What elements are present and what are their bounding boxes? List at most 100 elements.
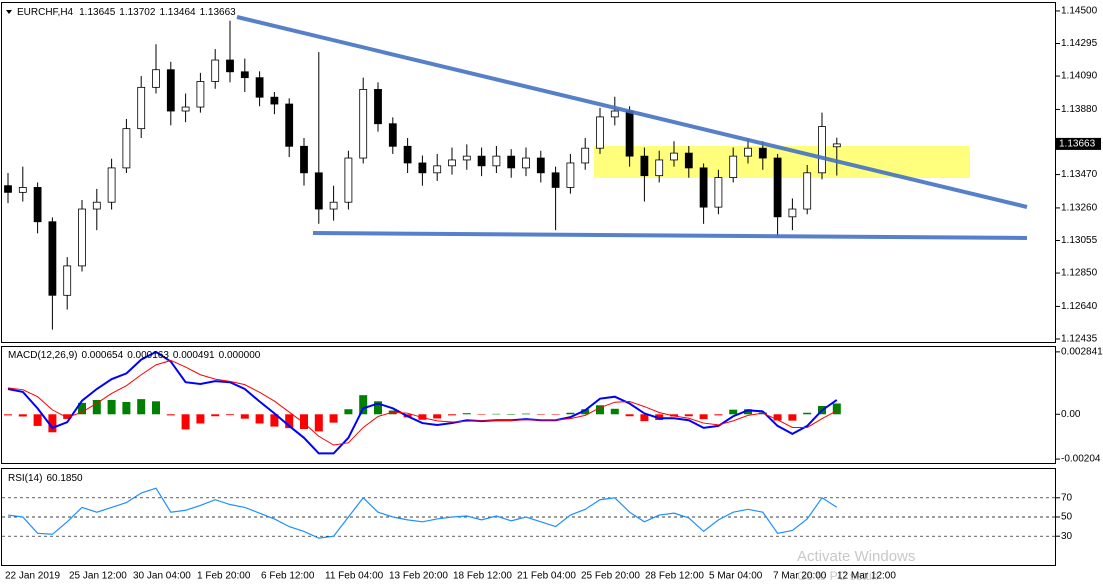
x-tick-label: 12 Mar 12:00 bbox=[837, 571, 896, 582]
histogram-bar bbox=[152, 401, 160, 415]
histogram-bar bbox=[196, 414, 205, 424]
candle-body bbox=[181, 106, 190, 112]
candle-body bbox=[581, 147, 590, 164]
x-tick-label: 13 Feb 20:00 bbox=[389, 571, 448, 582]
y-tick-label: 1.13880 bbox=[1061, 104, 1098, 115]
histogram-bar bbox=[92, 400, 101, 415]
candle-body bbox=[610, 110, 619, 118]
y-tick-label: 1.14090 bbox=[1061, 71, 1098, 82]
histogram-bar bbox=[596, 405, 604, 415]
histogram-bar bbox=[344, 409, 353, 415]
symbol: EURCHF,H4 bbox=[17, 7, 74, 18]
candle-body bbox=[211, 59, 220, 82]
histogram-bar bbox=[625, 414, 634, 417]
histogram-bar bbox=[374, 401, 382, 415]
extra-value: 0.000000 bbox=[219, 350, 261, 361]
candle-body bbox=[359, 89, 368, 159]
candle-body bbox=[285, 103, 294, 147]
candle-body bbox=[477, 155, 486, 167]
trendline-upper bbox=[236, 15, 1028, 209]
candle-body bbox=[300, 145, 308, 174]
histogram-bar bbox=[314, 414, 323, 432]
histogram-bar bbox=[832, 403, 841, 415]
candle-body bbox=[433, 165, 442, 174]
candle-body bbox=[107, 167, 116, 203]
candle-body bbox=[226, 59, 234, 73]
candle-body bbox=[566, 162, 575, 188]
histogram-bar bbox=[507, 414, 516, 415]
macd-line bbox=[7, 350, 838, 455]
candle-body bbox=[240, 71, 249, 79]
histogram-bar bbox=[803, 412, 812, 415]
header-high: 1.13702 bbox=[119, 7, 156, 18]
candle-body bbox=[744, 147, 752, 157]
histogram-bar bbox=[240, 414, 249, 419]
x-tick-label: 30 Jan 04:00 bbox=[133, 571, 191, 582]
candle-body bbox=[522, 157, 530, 169]
histogram-bar bbox=[773, 414, 782, 421]
signal-line bbox=[7, 359, 838, 446]
histogram-bar bbox=[492, 413, 501, 415]
candle-body bbox=[670, 152, 678, 161]
histogram-bar bbox=[418, 414, 427, 420]
histogram-bar bbox=[107, 400, 116, 415]
histogram-bar bbox=[477, 414, 486, 415]
macd-header: MACD(12,26,9) 0.000654 0.000163 0.000491 0.0… bbox=[8, 350, 261, 361]
histogram-bar bbox=[211, 414, 220, 417]
histogram-bar bbox=[137, 399, 146, 415]
candle-body bbox=[329, 201, 338, 210]
histogram-bar bbox=[166, 414, 175, 416]
y-tick-label: 30 bbox=[1061, 531, 1073, 542]
x-tick-label: 6 Feb 12:00 bbox=[261, 571, 315, 582]
candle-body bbox=[551, 172, 560, 188]
candle-body bbox=[33, 187, 42, 223]
x-tick-label: 28 Feb 12:00 bbox=[645, 571, 704, 582]
y-tick-label: 1.13055 bbox=[1061, 235, 1098, 246]
y-tick-label: 0.002841 bbox=[1061, 347, 1103, 358]
histogram-bar bbox=[670, 414, 678, 417]
highlight-zone bbox=[594, 146, 970, 178]
x-tick-label: 22 Jan 2019 bbox=[5, 571, 60, 582]
y-tick-label: -0.00204 bbox=[1061, 454, 1101, 465]
y-tick-label: 1.12640 bbox=[1061, 301, 1098, 312]
histogram-bar bbox=[566, 412, 575, 415]
x-tick-label: 1 Feb 20:00 bbox=[197, 571, 251, 582]
histogram-bar bbox=[448, 414, 456, 416]
histogram-bar bbox=[270, 414, 279, 427]
histogram-bar bbox=[744, 409, 752, 415]
y-tick-label: 0.00 bbox=[1061, 409, 1081, 420]
candle-body bbox=[729, 155, 738, 178]
candle-body bbox=[507, 155, 516, 169]
x-tick-label: 5 Mar 04:00 bbox=[709, 571, 763, 582]
y-tick-label: 50 bbox=[1061, 512, 1073, 523]
histogram-bar bbox=[655, 414, 664, 420]
candle-body bbox=[92, 201, 101, 210]
candle-body bbox=[137, 86, 146, 130]
histogram-bar bbox=[729, 409, 738, 415]
histogram-bar bbox=[4, 414, 12, 416]
candle-body bbox=[418, 162, 427, 174]
candle-body bbox=[758, 147, 767, 159]
candle-body bbox=[255, 77, 264, 98]
rsi-title: RSI(14) bbox=[8, 473, 42, 484]
candle-body bbox=[684, 152, 693, 169]
rsi-value: 60.1850 bbox=[46, 473, 83, 484]
candle-body bbox=[270, 96, 279, 105]
histogram-bar bbox=[300, 414, 308, 429]
y-tick-label: 1.14295 bbox=[1061, 38, 1098, 49]
watermark-title: Activate Windows bbox=[797, 548, 915, 565]
rsi-line bbox=[7, 487, 838, 539]
macd-title: MACD(12,26,9) bbox=[8, 350, 77, 361]
candle-body bbox=[78, 208, 86, 267]
candle-body bbox=[196, 81, 205, 108]
histogram-bar bbox=[581, 409, 590, 415]
header-open: 1.13645 bbox=[79, 7, 116, 18]
histogram-bar bbox=[285, 414, 294, 429]
watermark-subtitle: Go to PC settin bbox=[797, 569, 878, 583]
x-tick-label: 25 Jan 12:00 bbox=[69, 571, 127, 582]
candle-body bbox=[448, 159, 456, 167]
header-close: 1.13663 bbox=[200, 7, 237, 18]
candle-body bbox=[63, 265, 72, 296]
candle-body bbox=[655, 159, 664, 177]
